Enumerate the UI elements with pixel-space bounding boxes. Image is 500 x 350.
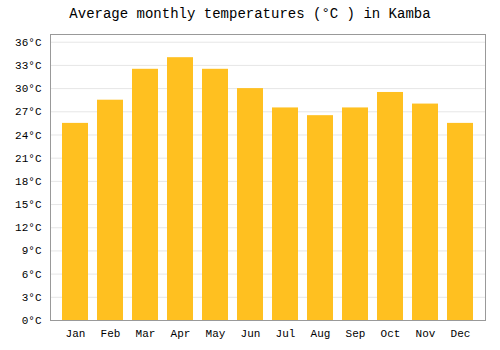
- svg-text:Oct: Oct: [381, 328, 401, 340]
- svg-text:6°C: 6°C: [22, 269, 42, 281]
- svg-text:Jul: Jul: [276, 328, 296, 340]
- svg-text:21°C: 21°C: [15, 153, 42, 165]
- html-text:Average monthly temperatures (: Average monthly temperatures (°C ) in Ka…: [69, 6, 431, 22]
- svg-text:Aug: Aug: [311, 328, 331, 340]
- svg-text:30°C: 30°C: [15, 83, 42, 95]
- svg-text:Jan: Jan: [66, 328, 86, 340]
- svg-text:15°C: 15°C: [15, 199, 42, 211]
- svg-text:Nov: Nov: [416, 328, 436, 340]
- svg-text:33°C: 33°C: [15, 60, 42, 72]
- svg-text:Mar: Mar: [136, 328, 156, 340]
- svg-text:Jun: Jun: [241, 328, 261, 340]
- svg-text:9°C: 9°C: [22, 245, 42, 257]
- svg-text:24°C: 24°C: [15, 130, 42, 142]
- svg-text:18°C: 18°C: [15, 176, 42, 188]
- svg-text:36°C: 36°C: [15, 37, 42, 49]
- svg-text:12°C: 12°C: [15, 222, 42, 234]
- svg-text:3°C: 3°C: [22, 292, 42, 304]
- svg-text:0°C: 0°C: [22, 315, 42, 327]
- svg-text:Sep: Sep: [346, 328, 366, 340]
- svg-text:Apr: Apr: [171, 328, 191, 340]
- svg-text:Feb: Feb: [101, 328, 121, 340]
- svg-text:Dec: Dec: [451, 328, 471, 340]
- svg-text:27°C: 27°C: [15, 106, 42, 118]
- svg-text:May: May: [206, 328, 226, 340]
